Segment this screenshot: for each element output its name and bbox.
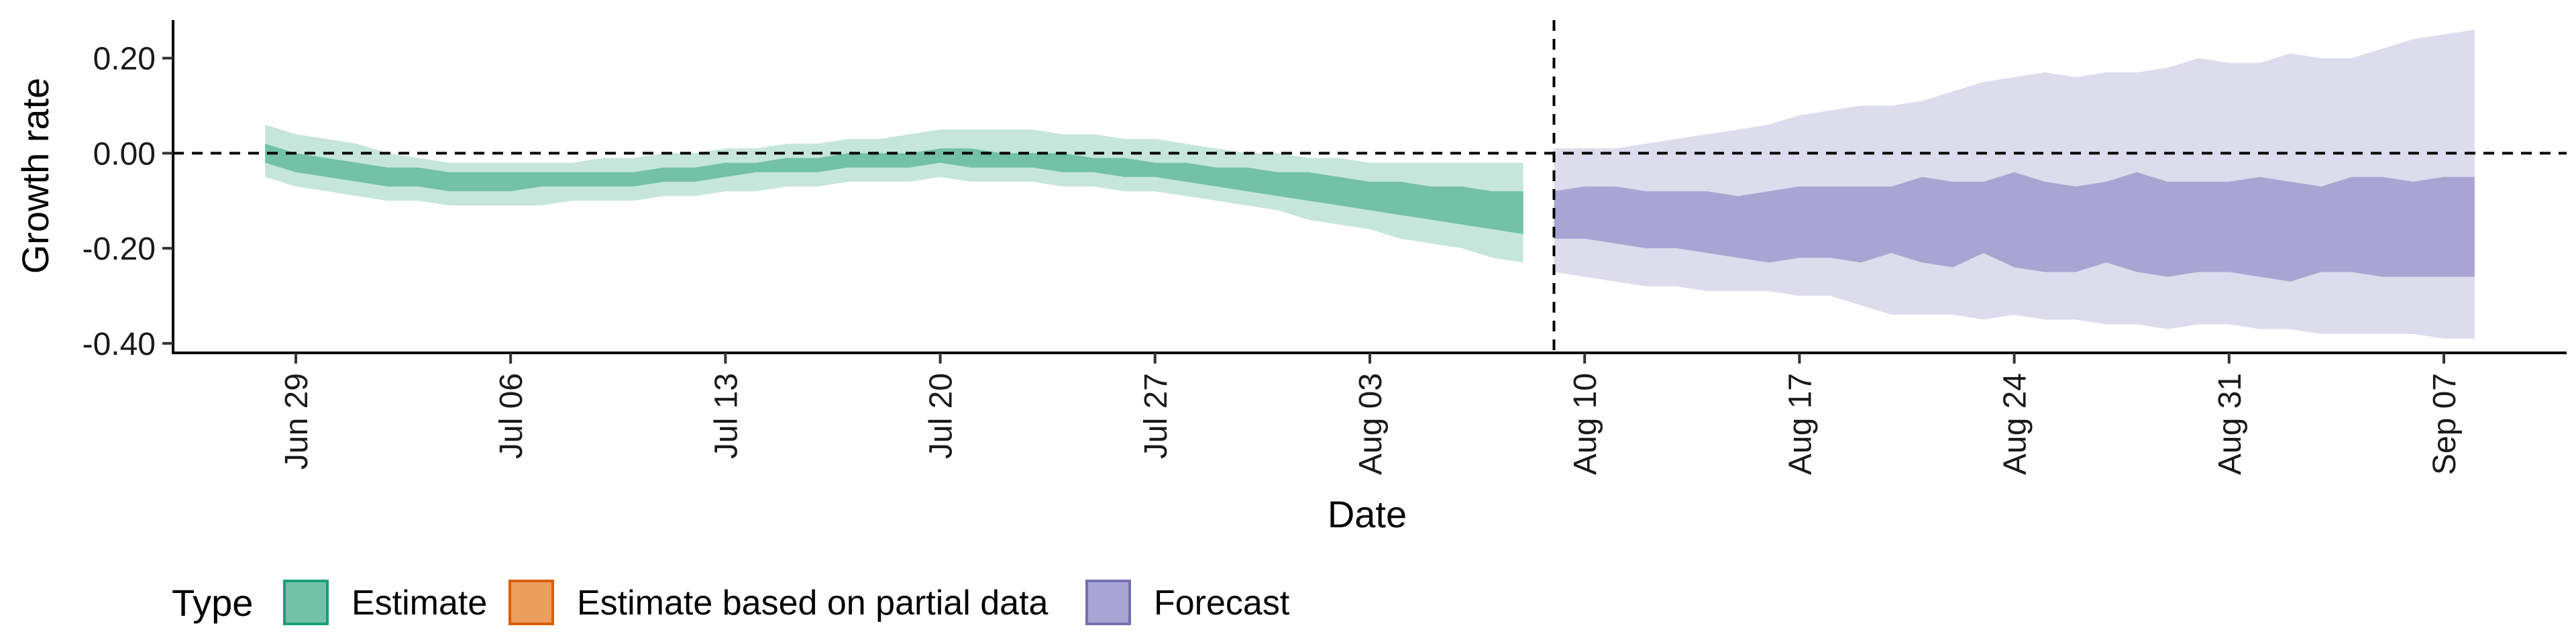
legend-title: Type (172, 582, 253, 624)
x-tick-label: Jul 20 (924, 373, 959, 459)
forecast-inner-band (1554, 172, 2475, 282)
x-tick-label: Aug 03 (1353, 373, 1389, 475)
x-tick-label: Jun 29 (279, 373, 315, 470)
y-tick-label: -0.40 (83, 327, 156, 362)
x-tick-label: Aug 24 (1998, 373, 2033, 475)
y-tick-label: 0.00 (93, 136, 156, 172)
x-tick-label: Aug 17 (1782, 373, 1818, 475)
y-axis-title: Growth rate (14, 78, 56, 274)
y-tick-label: 0.20 (93, 42, 156, 77)
estimate-outer-band (265, 124, 1523, 263)
x-axis-ticks: Jun 29 Jul 06 Jul 13 Jul 20 Jul 27 Aug 03 Aug … (279, 353, 2463, 475)
x-axis-title: Date (1328, 493, 1407, 535)
y-tick-label: -0.20 (83, 231, 156, 267)
estimate-inner-band (265, 144, 1523, 234)
x-tick-label: Aug 31 (2212, 373, 2248, 475)
legend: Type Estimate Estimate based on partial d… (172, 580, 1290, 625)
legend-swatch-estimate (283, 580, 329, 625)
x-tick-label: Sep 07 (2427, 373, 2463, 475)
x-tick-label: Jul 27 (1138, 373, 1174, 459)
x-tick-label: Jul 13 (708, 373, 744, 459)
legend-swatch-forecast (1085, 580, 1131, 625)
legend-label-forecast: Forecast (1154, 584, 1290, 623)
legend-swatch-estimate-based-on-partial-data (508, 580, 554, 625)
x-tick-label: Aug 10 (1568, 373, 1603, 475)
plot-bands (265, 30, 2475, 339)
legend-label-estimate: Estimate (352, 584, 487, 623)
reference-lines (173, 20, 2567, 353)
x-tick-label: Jul 06 (494, 373, 529, 459)
y-axis-ticks: 0.20 0.00 -0.20 -0.40 (83, 42, 173, 362)
legend-label-estimate-based-on-partial-data: Estimate based on partial data (577, 584, 1049, 623)
